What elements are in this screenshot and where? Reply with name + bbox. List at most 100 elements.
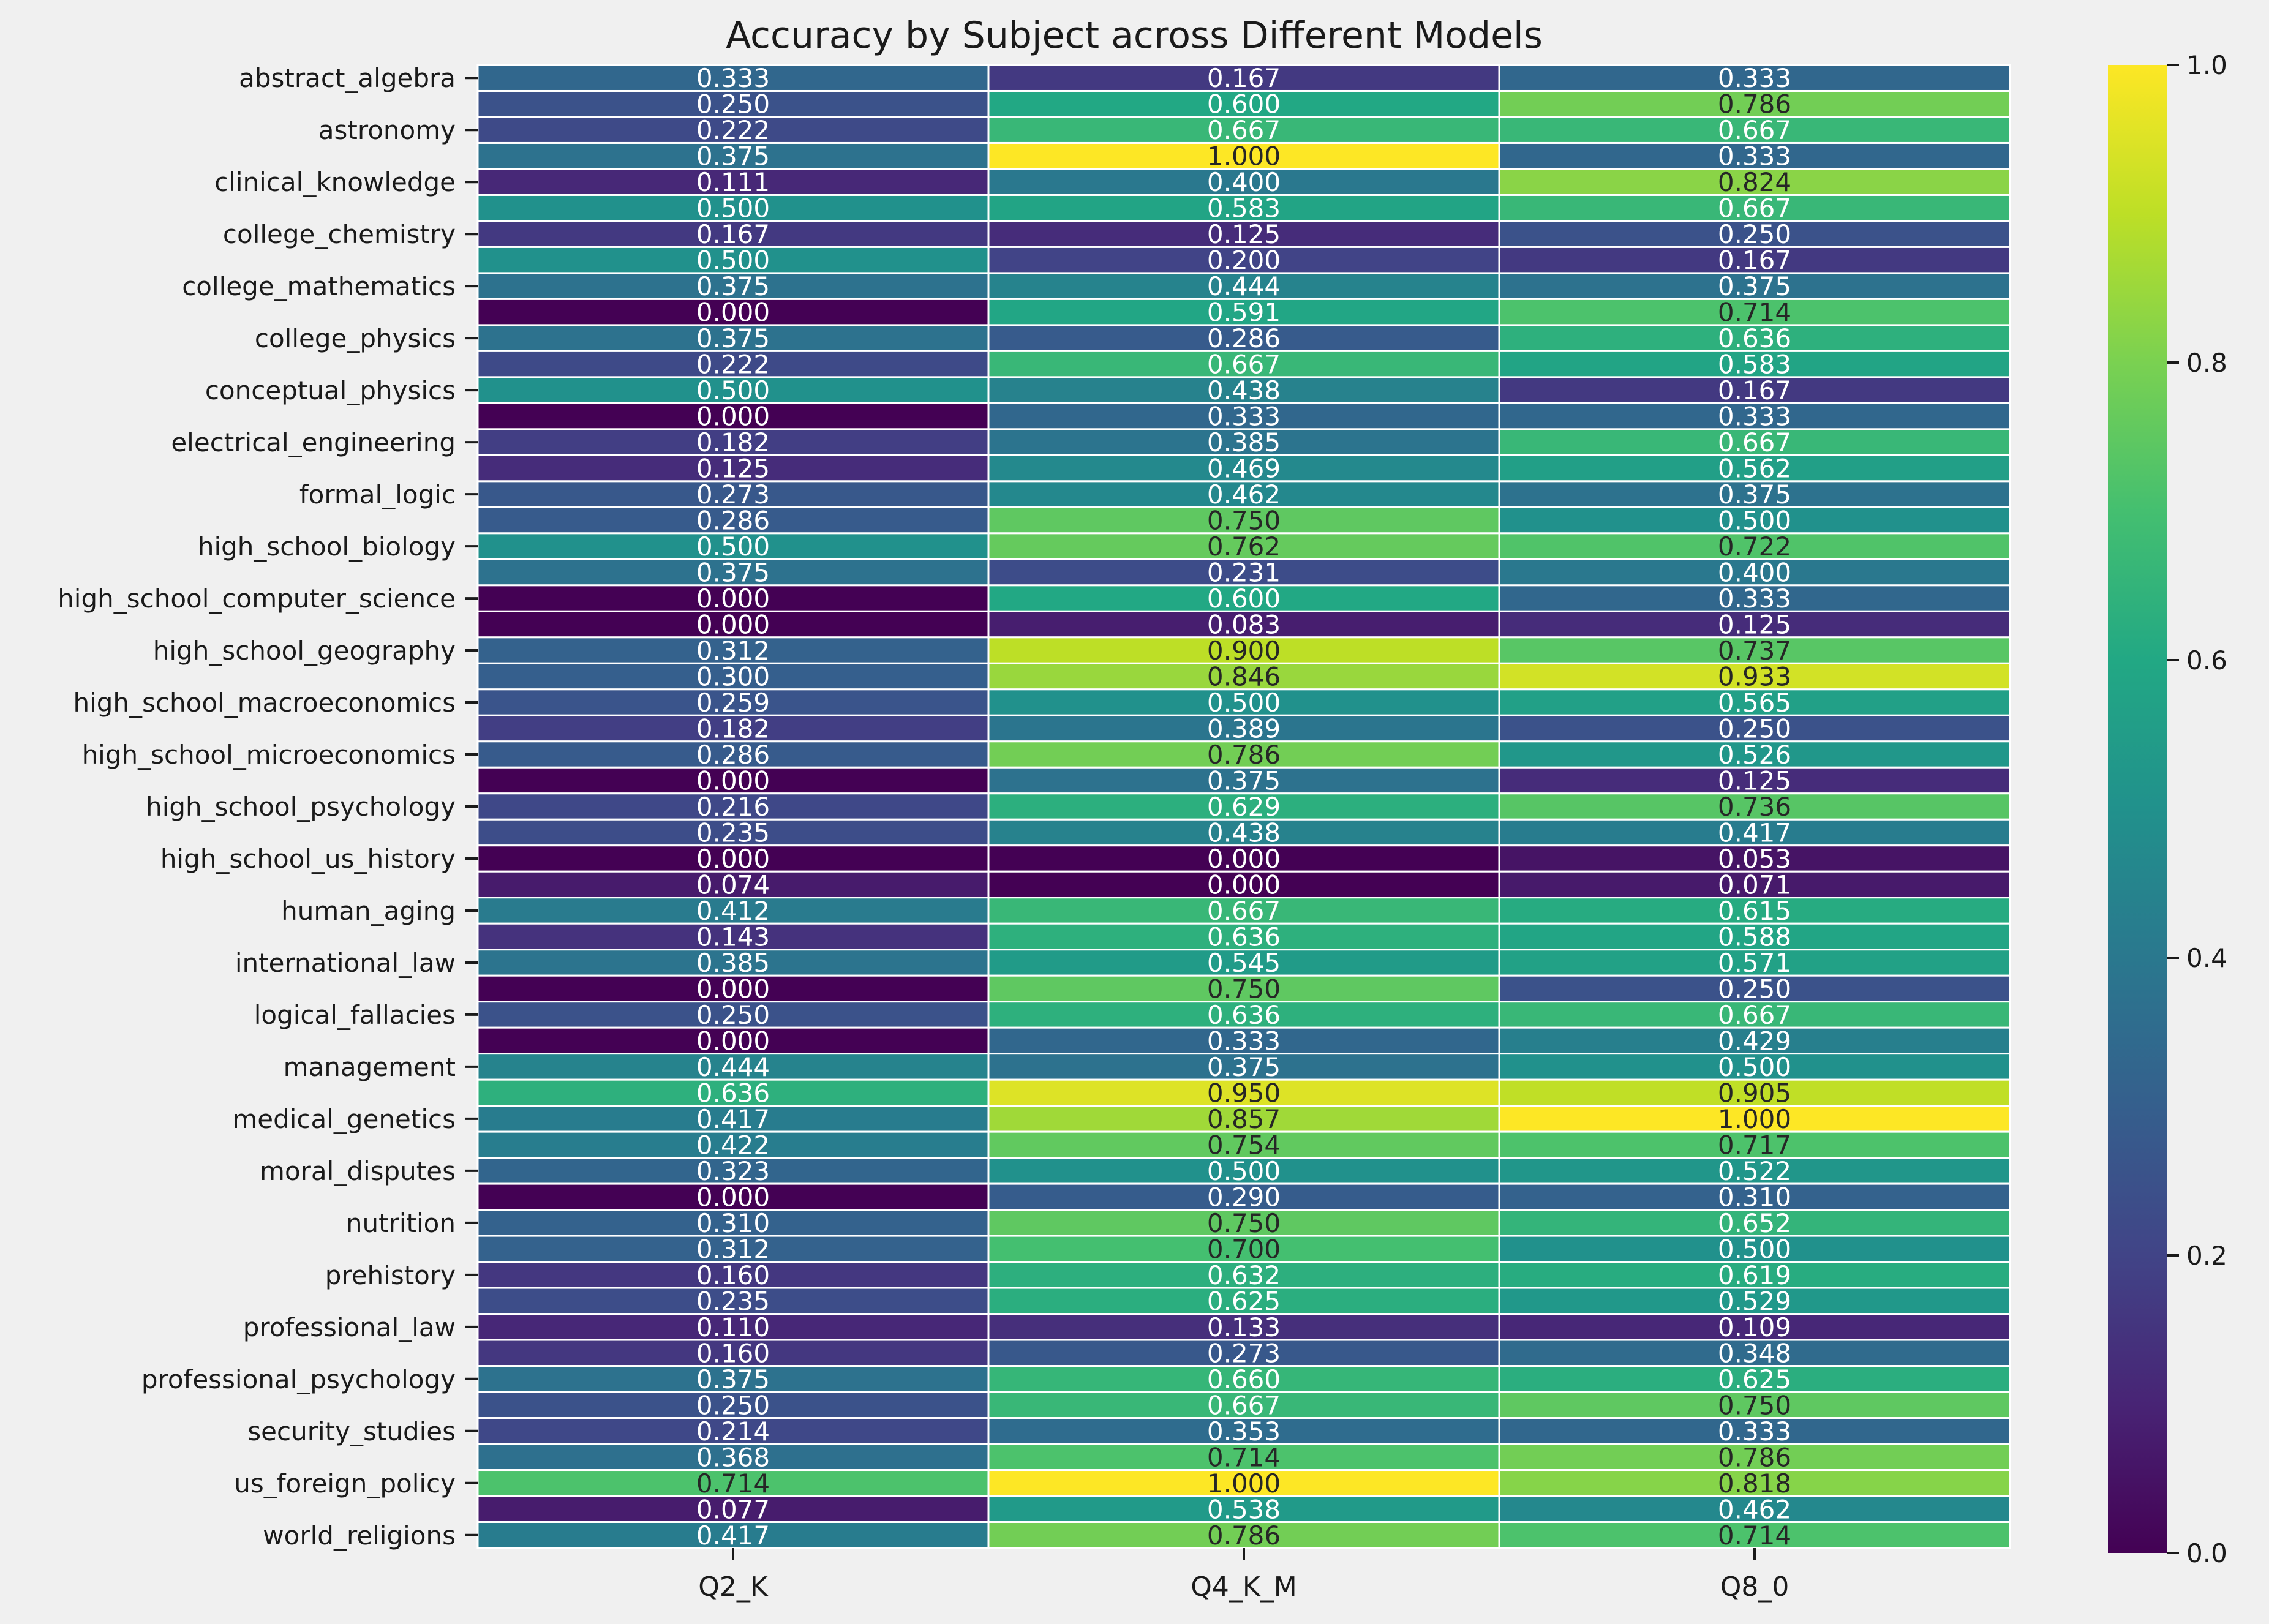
cell-value-label: 0.667: [1207, 115, 1281, 145]
cell-value-label: 0.667: [1207, 350, 1281, 380]
heatmap-cell: [1498, 714, 2011, 743]
cell-value-label: 0.824: [1718, 167, 1791, 197]
cell-value-label: 0.562: [1718, 454, 1791, 484]
cell-value-label: 0.310: [1718, 1182, 1791, 1212]
heatmap-cell: [1498, 1313, 2011, 1341]
cell-value-label: 0.000: [1207, 844, 1281, 874]
cell-value-label: 0.385: [696, 948, 770, 978]
heatmap-cell: [1498, 897, 2011, 925]
cell-value-label: 0.000: [696, 584, 770, 614]
heatmap-cell: [476, 141, 990, 170]
cell-value-label: 0.444: [696, 1052, 770, 1082]
colorbar-tick-label: 0.0: [2186, 1538, 2227, 1568]
heatmap-cell: [987, 1209, 1500, 1237]
heatmap-cell: [476, 1026, 990, 1055]
cell-value-label: 0.143: [696, 922, 770, 952]
heatmap-cell: [476, 949, 990, 977]
colorbar-tick-label: 1.0: [2186, 50, 2227, 80]
heatmap-cell: [1498, 272, 2011, 300]
heatmap-cell: [1498, 1495, 2011, 1524]
row-tick-label: medical_genetics: [232, 1104, 456, 1134]
cell-value-label: 0.222: [696, 350, 770, 380]
cell-value-label: 0.717: [1718, 1130, 1791, 1160]
heatmap-cell: [476, 1053, 990, 1081]
row-tick-label: college_physics: [255, 323, 456, 353]
column-axis: Q2_K Q4_K_M Q8_0: [698, 1548, 1789, 1603]
row-tick-label: prehistory: [325, 1260, 456, 1290]
heatmap-cell: [476, 220, 990, 248]
cell-value-label: 0.529: [1718, 1286, 1791, 1316]
cell-value-label: 0.625: [1718, 1364, 1791, 1394]
cell-value-label: 0.500: [696, 532, 770, 562]
row-tick-label: high_school_microeconomics: [82, 740, 456, 770]
heatmap-cell: [987, 194, 1500, 222]
heatmap-cell: [1498, 922, 2011, 951]
colorbar-tick-label: 0.2: [2186, 1241, 2227, 1271]
cell-value-label: 0.565: [1718, 688, 1791, 718]
cell-value-label: 0.600: [1207, 584, 1281, 614]
cell-value-label: 0.375: [1718, 479, 1791, 509]
cell-value-label: 0.588: [1718, 922, 1791, 952]
heatmap-cell: [476, 1105, 990, 1133]
heatmap-cell: [476, 610, 990, 639]
cell-value-label: 0.182: [696, 714, 770, 744]
cell-value-label: 0.660: [1207, 1364, 1281, 1394]
cell-value-label: 0.652: [1718, 1208, 1791, 1238]
cell-value-label: 0.818: [1718, 1468, 1791, 1498]
cell-value-label: 0.167: [1207, 63, 1281, 93]
heatmap-cell: [987, 220, 1500, 248]
heatmap-cell: [476, 1495, 990, 1524]
colorbar-ticks: 0.0 0.2 0.4 0.6 0.8 1.0: [2167, 50, 2227, 1568]
heatmap-cell: [1498, 974, 2011, 1003]
cell-value-label: 0.667: [1207, 896, 1281, 926]
cell-value-label: 0.300: [696, 662, 770, 692]
cell-value-label: 0.522: [1718, 1156, 1791, 1186]
cell-value-label: 0.750: [1207, 1208, 1281, 1238]
cell-value-label: 0.591: [1207, 298, 1281, 328]
cell-value-label: 0.348: [1718, 1338, 1791, 1368]
heatmap-cell: [987, 818, 1500, 847]
cell-value-label: 0.235: [696, 1286, 770, 1316]
cell-value-label: 0.000: [696, 974, 770, 1004]
chart-title: Accuracy by Subject across Different Mod…: [726, 14, 1543, 57]
cell-value-label: 0.583: [1718, 350, 1791, 380]
heatmap-cell: [1498, 194, 2011, 222]
heatmap-cell: [987, 1053, 1500, 1081]
colorbar-tick-label: 0.8: [2186, 348, 2227, 378]
cell-value-label: 0.722: [1718, 532, 1791, 562]
cell-value-label: 0.462: [1207, 479, 1281, 509]
heatmap-cell: [1498, 350, 2011, 378]
heatmap-cell: [1498, 818, 2011, 847]
cell-value-label: 0.310: [696, 1208, 770, 1238]
colorbar-tick-label: 0.6: [2186, 645, 2227, 675]
cell-value-label: 0.950: [1207, 1078, 1281, 1108]
row-tick-label: conceptual_physics: [205, 375, 456, 405]
cell-value-label: 0.462: [1718, 1494, 1791, 1524]
cell-value-label: 0.754: [1207, 1130, 1281, 1160]
row-tick-label: formal_logic: [299, 479, 456, 509]
cell-value-label: 0.750: [1207, 506, 1281, 536]
cell-value-label: 0.714: [1718, 298, 1791, 328]
row-tick-label: high_school_psychology: [146, 792, 456, 822]
heatmap-cell: [987, 949, 1500, 977]
cell-value-label: 0.375: [1207, 766, 1281, 796]
cell-value-label: 0.636: [1207, 922, 1281, 952]
heatmap-cell: [987, 636, 1500, 664]
cell-value-label: 0.375: [1207, 1052, 1281, 1082]
cell-value-label: 0.250: [1718, 974, 1791, 1004]
cell-value-label: 0.333: [1718, 1416, 1791, 1446]
cell-value-label: 0.182: [696, 427, 770, 457]
cell-value-label: 0.250: [696, 89, 770, 119]
heatmap-cell: [1498, 506, 2011, 535]
cell-value-label: 0.333: [1718, 402, 1791, 432]
heatmap-cell: [987, 688, 1500, 716]
cell-value-label: 0.071: [1718, 870, 1791, 900]
row-axis: abstract_algebra astronomy clinical_knowle…: [58, 63, 478, 1551]
cell-value-label: 0.368: [696, 1442, 770, 1472]
row-tick-label: security_studies: [247, 1416, 456, 1446]
heatmap-cell: [987, 1287, 1500, 1315]
heatmap-cell: [987, 897, 1500, 925]
heatmap-cell: [987, 1105, 1500, 1133]
cell-value-label: 0.545: [1207, 948, 1281, 978]
row-tick-label: astronomy: [318, 115, 456, 145]
